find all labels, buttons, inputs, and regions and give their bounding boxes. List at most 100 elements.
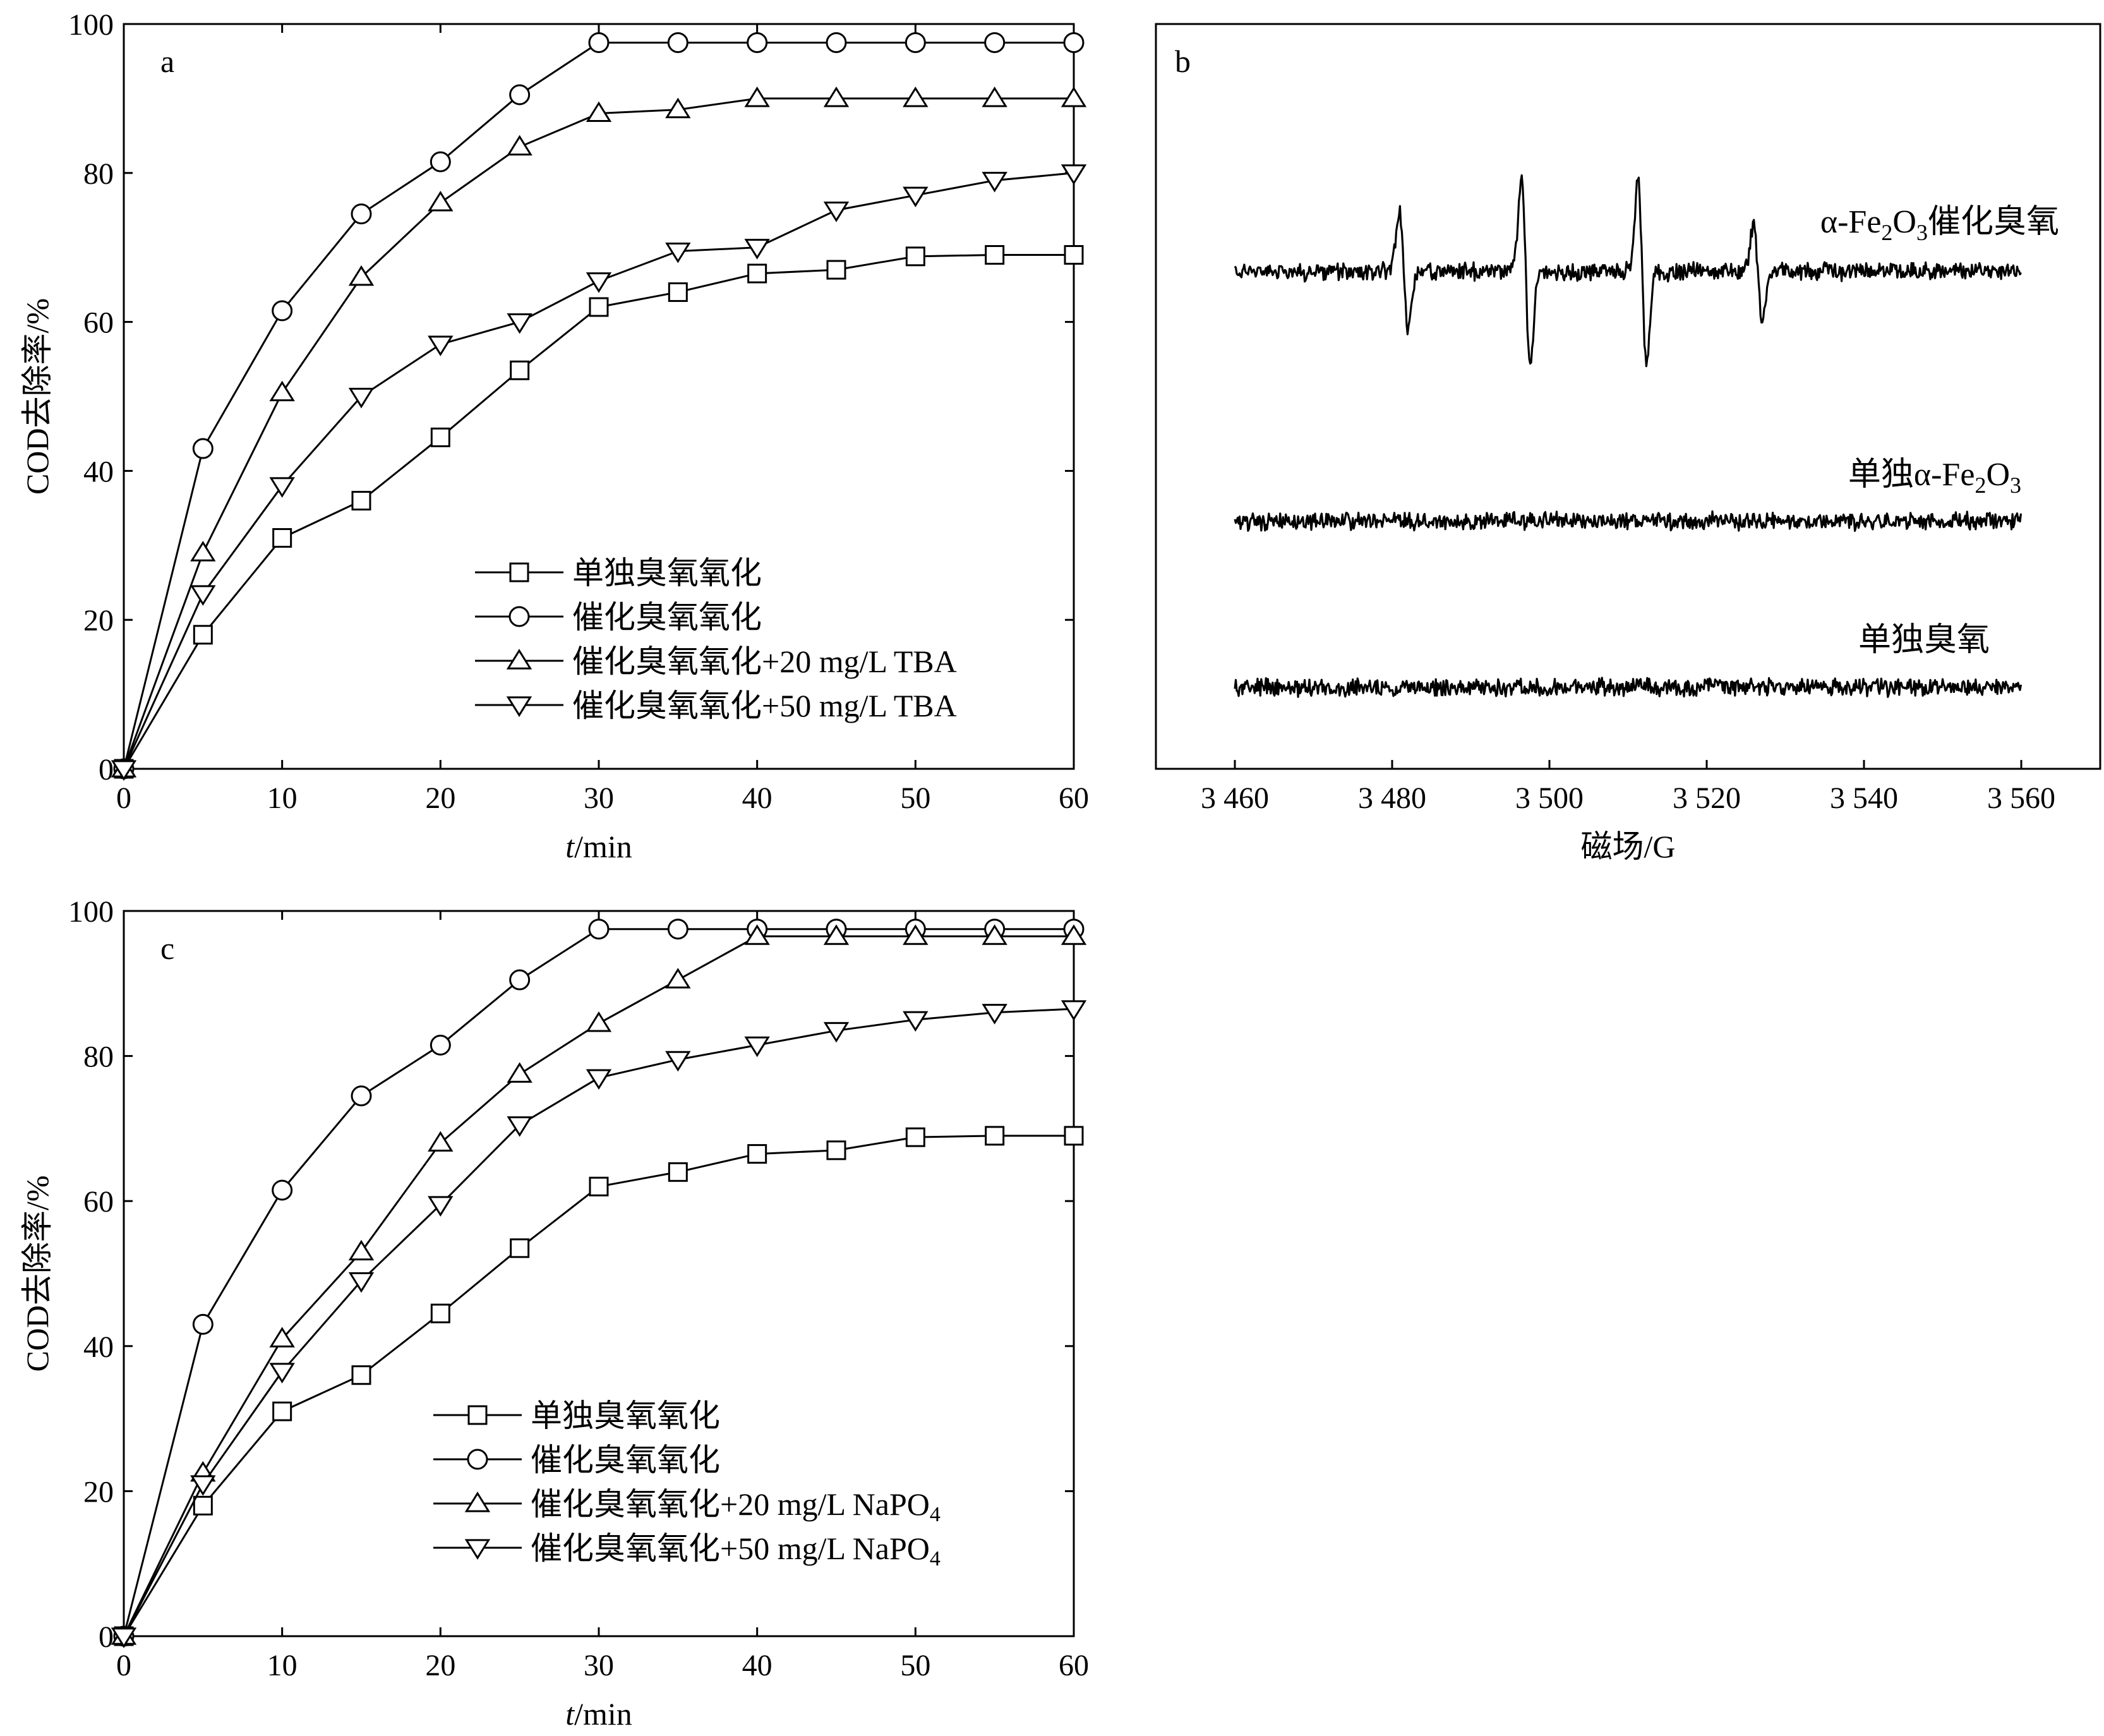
x-axis-label-var: t: [565, 829, 575, 864]
legend-marker: [508, 606, 530, 627]
data-point: [667, 32, 688, 53]
series-4: [111, 1000, 1087, 1648]
x-tick-label: 20: [425, 781, 455, 815]
panel-c: 0 10 20 30 40 50 60 0 20 40 60 80 100 t/min COD去除率/% c 单…: [20, 895, 1089, 1732]
data-point: [351, 203, 372, 225]
data-point: [510, 1238, 530, 1258]
spectrum-trace: [1234, 174, 2022, 368]
data-point: [985, 1126, 1005, 1146]
y-tick-label: 40: [83, 1330, 114, 1364]
x-tick-label: 40: [742, 1649, 772, 1682]
data-point: [747, 32, 768, 53]
spectrum-trace: [1234, 677, 2023, 698]
y-tick-label: 20: [83, 1475, 114, 1509]
data-point: [589, 1176, 609, 1197]
data-point: [747, 263, 767, 284]
series-4: [111, 164, 1087, 781]
spectrum-label-text: α-Fe: [1820, 204, 1882, 240]
data-point: [984, 32, 1006, 53]
data-point: [905, 32, 926, 53]
data-point: [586, 1069, 612, 1090]
x-tick-label: 3 480: [1358, 781, 1426, 815]
x-axis-label-unit: /min: [574, 829, 632, 864]
x-axis-label: t/min: [565, 829, 632, 864]
data-point: [665, 1051, 691, 1072]
panel-letter: c: [160, 931, 174, 966]
data-point: [428, 1131, 454, 1152]
y-tick-label: 60: [83, 306, 114, 340]
x-tick-label: 60: [1059, 1649, 1089, 1682]
data-point: [1061, 86, 1087, 107]
data-point: [586, 272, 612, 293]
x-tick-label: 3 520: [1673, 781, 1741, 815]
legend-entry-subscript: 4: [930, 1503, 941, 1526]
data-point: [193, 1495, 213, 1516]
data-point: [1063, 32, 1085, 53]
x-tick-label: 40: [742, 781, 772, 815]
x-tick-label: 0: [116, 1649, 131, 1682]
legend-entry-subscript: 4: [930, 1547, 941, 1570]
data-point: [1061, 924, 1087, 945]
spectrum-label-subscript: 3: [1916, 220, 1928, 245]
y-tick-label: 0: [99, 1620, 114, 1654]
x-tick-label: 30: [584, 1649, 614, 1682]
spectrum-2: 单独α-Fe2O3: [1234, 457, 2023, 533]
x-tick-label: 3 560: [1987, 781, 2055, 815]
data-point: [1064, 1126, 1084, 1146]
legend-marker: [506, 696, 532, 717]
data-point: [1064, 244, 1084, 265]
data-point: [823, 202, 850, 222]
legend-entry-text: 催化臭氧氧化+20 mg/L NaPO: [531, 1486, 930, 1522]
series-3: [111, 924, 1087, 1645]
data-point: [589, 297, 609, 317]
data-point: [665, 968, 691, 989]
series-1: [114, 244, 1084, 779]
data-point: [272, 300, 293, 322]
y-axis-label: COD去除率/%: [20, 1175, 55, 1371]
spectrum-label-subscript: 3: [2010, 473, 2021, 498]
data-point: [351, 1365, 371, 1385]
data-point: [744, 86, 770, 107]
data-point: [665, 243, 691, 263]
data-point: [348, 1239, 375, 1261]
legend-entry: 催化臭氧氧化+20 mg/L NaPO4: [531, 1486, 941, 1526]
x-tick-label: 60: [1059, 781, 1089, 815]
data-point: [823, 86, 850, 107]
legend-marker: [506, 649, 532, 670]
spectrum-label-subscript: 2: [1975, 473, 1986, 498]
spectrum-1: α-Fe2O3催化臭氧: [1234, 174, 2059, 368]
data-point: [744, 1036, 770, 1058]
data-point: [269, 477, 295, 498]
data-point: [903, 186, 929, 208]
data-point: [744, 924, 770, 945]
y-tick-label: 40: [83, 455, 114, 488]
data-point: [428, 1196, 454, 1217]
data-point: [430, 427, 450, 447]
data-point: [507, 135, 532, 156]
data-point: [1061, 1000, 1087, 1021]
x-tick-label: 30: [584, 781, 614, 815]
data-point: [588, 32, 610, 53]
legend-entry: 催化臭氧氧化+20 mg/L TBA: [572, 644, 957, 679]
data-point: [826, 260, 846, 280]
data-point: [903, 86, 929, 107]
legend-entry: 催化臭氧氧化+50 mg/L NaPO4: [531, 1531, 941, 1570]
legend-entry: 催化臭氧氧化: [572, 600, 762, 635]
series-2: [113, 32, 1085, 780]
x-tick-label: 3 540: [1830, 781, 1898, 815]
data-point: [190, 1475, 216, 1496]
legend-entry: 催化臭氧氧化: [531, 1442, 720, 1478]
spectrum-3: 单独臭氧: [1234, 622, 2023, 698]
data-point: [111, 1627, 137, 1648]
series-line: [123, 172, 1074, 769]
data-point: [826, 32, 847, 53]
data-point: [586, 1011, 612, 1032]
x-axis-label-var: t: [565, 1696, 575, 1732]
data-point: [509, 84, 531, 105]
data-point: [272, 528, 292, 548]
panel-letter: a: [160, 44, 174, 79]
x-axis-label: t/min: [565, 1696, 632, 1732]
y-axis-label: COD去除率/%: [20, 298, 55, 495]
